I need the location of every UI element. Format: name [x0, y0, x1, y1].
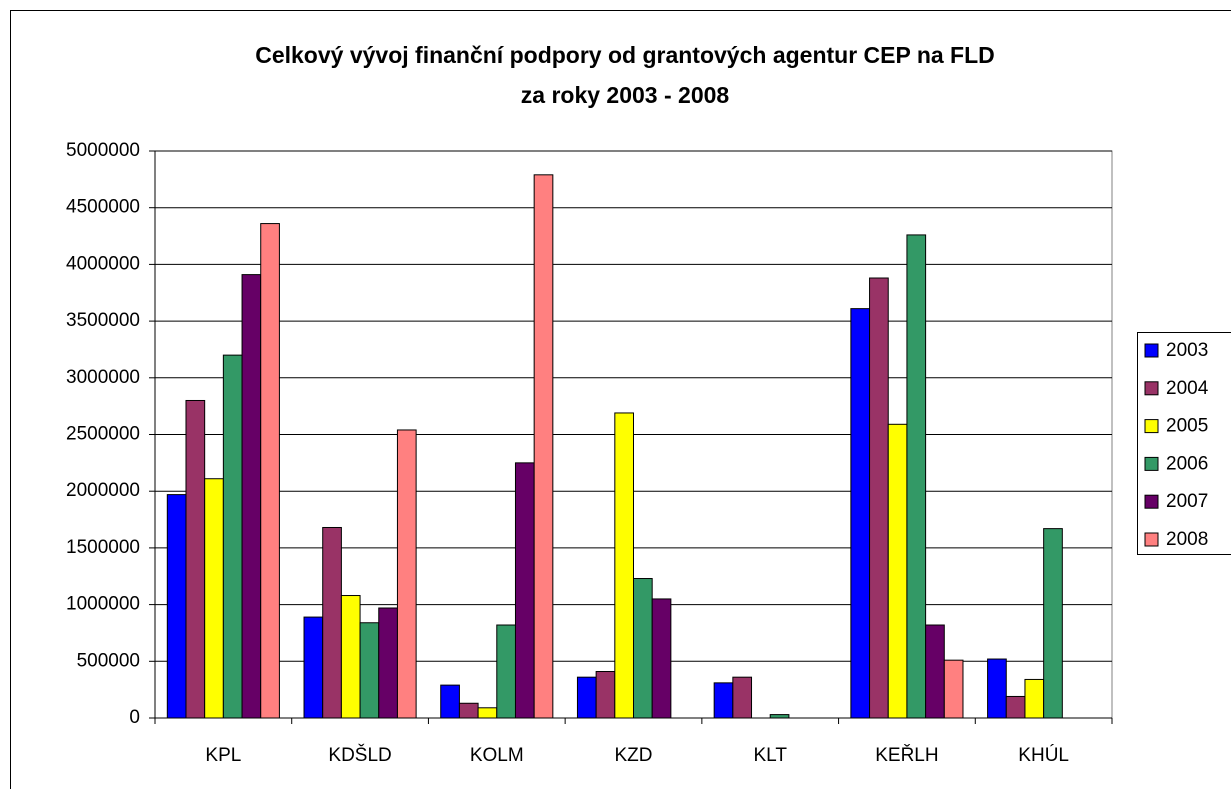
y-tick-label: 3500000 [66, 310, 140, 331]
bar [496, 624, 516, 719]
bar [477, 707, 498, 719]
legend-label: 2004 [1166, 378, 1209, 399]
bar [260, 223, 280, 719]
bar [340, 595, 361, 719]
bar [1024, 678, 1045, 719]
legend-label: 2007 [1166, 491, 1208, 512]
x-tick-label: KOLM [470, 745, 524, 766]
y-tick-label: 4000000 [66, 253, 140, 274]
bar [241, 274, 262, 719]
bar [440, 684, 460, 719]
bar [987, 658, 1007, 719]
x-tick-label: KHÚL [1018, 744, 1069, 766]
y-tick-label: 5000000 [66, 140, 140, 161]
legend-swatch [1144, 419, 1159, 434]
bar [633, 578, 653, 719]
bar [378, 607, 398, 719]
bar [204, 478, 224, 719]
x-tick-label: KZD [615, 745, 653, 766]
bar [222, 354, 243, 719]
bar [651, 598, 672, 719]
y-tick-label: 2000000 [66, 480, 140, 501]
x-tick-label: KDŠLD [328, 744, 391, 766]
y-tick-label: 4500000 [66, 197, 140, 218]
bar [185, 399, 206, 719]
bar [396, 429, 417, 719]
legend-label: 2006 [1166, 453, 1208, 474]
bar [887, 423, 908, 719]
x-tick-label: KEŘLH [875, 744, 938, 766]
y-tick-label: 3000000 [66, 367, 140, 388]
y-tick-label: 2500000 [66, 424, 140, 445]
bar [850, 308, 871, 719]
bar [906, 234, 927, 719]
bar [943, 659, 964, 719]
bar [614, 412, 635, 719]
y-tick-label: 0 [129, 707, 140, 728]
bar [303, 616, 324, 719]
legend-swatch [1144, 532, 1159, 547]
bar [322, 526, 342, 719]
legend-swatch [1144, 494, 1159, 509]
bar [533, 174, 554, 719]
bar [713, 682, 734, 719]
bar [732, 676, 753, 719]
bar [595, 671, 616, 719]
chart-title: Celkový vývoj finanční podpory od granto… [255, 42, 995, 68]
y-tick-label: 1000000 [66, 594, 140, 615]
bar [1043, 528, 1063, 719]
bar [514, 462, 535, 719]
x-tick-label: KPL [205, 745, 241, 766]
legend-swatch [1144, 381, 1159, 396]
bar [1005, 695, 1026, 719]
legend-box [1137, 332, 1231, 555]
legend-swatch [1144, 343, 1159, 358]
bar [769, 714, 790, 719]
y-tick-label: 500000 [77, 650, 140, 671]
bar [869, 277, 889, 719]
legend-swatch [1144, 456, 1159, 471]
legend-label: 2005 [1166, 416, 1208, 437]
bar [359, 622, 380, 719]
bar [925, 624, 945, 719]
bar [166, 494, 187, 719]
bar [576, 676, 597, 719]
bar [458, 702, 479, 719]
x-tick-label: KLT [753, 745, 787, 766]
y-tick-label: 1500000 [66, 537, 140, 558]
legend-label: 2003 [1166, 340, 1208, 361]
chart-title: za roky 2003 - 2008 [521, 82, 730, 108]
legend-label: 2008 [1166, 529, 1208, 550]
